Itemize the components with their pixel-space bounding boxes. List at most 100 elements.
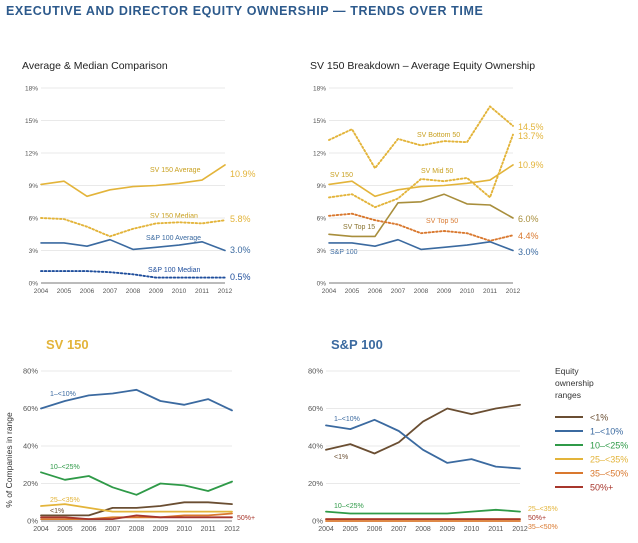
label-top50: SV Top 50 xyxy=(426,218,458,225)
label-c4-10-25: 10–<25% xyxy=(334,503,364,510)
plots: 0% 3% 6% 9% 12% 15% 18% 2004 2005 2006 2007 2008 200… xyxy=(23,86,544,534)
series-line xyxy=(328,133,514,209)
y-tick-label: 80% xyxy=(23,367,38,376)
series-line xyxy=(40,512,233,520)
label-c3-25-35: 25–<35% xyxy=(50,497,80,504)
y-tick-label: 15% xyxy=(25,118,38,125)
series-line xyxy=(40,238,226,252)
label-mid50: SV Mid 50 xyxy=(421,168,453,175)
x-tick-label: 2006 xyxy=(367,526,383,533)
label-c3-10-25: 10–<25% xyxy=(50,464,80,471)
x-tick-label: 2008 xyxy=(414,288,429,295)
y-tick-label: 3% xyxy=(317,248,327,255)
end-value-label: 3.0% xyxy=(518,247,539,257)
y-tick-label: 12% xyxy=(25,151,38,158)
x-tick-label: 2005 xyxy=(342,526,358,533)
x-tick-label: 2006 xyxy=(81,526,97,533)
end-value-label: 10.9% xyxy=(518,160,544,170)
legend-label: 25–<35% xyxy=(590,455,628,465)
series-line xyxy=(328,212,514,242)
x-tick-label: 2006 xyxy=(368,288,383,295)
x-tick-label: 2009 xyxy=(153,526,169,533)
legend-label: 35–<50% xyxy=(590,469,628,479)
label-sv150: SV 150 xyxy=(330,172,353,179)
x-tick-label: 2012 xyxy=(218,288,233,295)
x-tick-label: 2011 xyxy=(483,288,497,295)
series-line xyxy=(325,508,521,515)
y-tick-label: 3% xyxy=(29,248,39,255)
x-tick-label: 2010 xyxy=(176,526,192,533)
series-line xyxy=(40,501,233,517)
chart-3: 0% 20% 40% 60% 80% 2004 2005 2006 2007 2008 2009 20… xyxy=(23,367,240,534)
x-tick-label: 2010 xyxy=(464,526,480,533)
x-tick-label: 2011 xyxy=(201,526,216,533)
chart-1-title: Average & Median Comparison xyxy=(22,60,168,72)
x-tick-label: 2011 xyxy=(488,526,503,533)
end-value-label: 13.7% xyxy=(518,131,544,141)
x-tick-label: 2009 xyxy=(437,288,452,295)
series-line xyxy=(328,238,514,252)
y-tick-label: 20% xyxy=(23,479,38,488)
chart-2-title: SV 150 Breakdown – Average Equity Owners… xyxy=(310,60,535,72)
chart-1-labels: SV 150 Average SV 150 Median S&P 100 Ave… xyxy=(146,167,201,274)
x-tick-label: 2007 xyxy=(391,526,407,533)
legend-title-3: ranges xyxy=(555,390,581,400)
label-sv150-median: SV 150 Median xyxy=(150,213,198,220)
x-tick-label: 2010 xyxy=(460,288,475,295)
chart-2-labels: SV Bottom 50 SV 150 SV Mid 50 SV Top 15 … xyxy=(330,132,460,256)
chart-1: 0% 3% 6% 9% 12% 15% 18% 2004 2005 2006 2007 2008 200… xyxy=(25,86,256,296)
series-line xyxy=(40,164,226,198)
y-tick-label: 40% xyxy=(23,442,38,451)
page-title: EXECUTIVE AND DIRECTOR EQUITY OWNERSHIP … xyxy=(6,4,484,18)
y-tick-label: 18% xyxy=(313,86,326,93)
y-tick-label: 9% xyxy=(29,183,39,190)
series-line xyxy=(325,403,521,455)
x-tick-label: 2008 xyxy=(415,526,431,533)
label-c3-50: 50%+ xyxy=(237,515,255,522)
y-tick-label: 18% xyxy=(25,86,38,93)
chart-3-labels: 1–<10% 10–<25% 25–<35% <1% 50%+ xyxy=(50,391,255,522)
y-tick-label: 0% xyxy=(317,281,327,288)
y-tick-label: 60% xyxy=(23,404,38,413)
chart-4-title: S&P 100 xyxy=(331,337,383,352)
x-tick-label: 2012 xyxy=(512,526,528,533)
chart-4: 0% 20% 40% 60% 80% 2004 2005 2006 2007 2008 2009 20… xyxy=(308,367,528,534)
y-axis-label: % of Companies in range xyxy=(4,412,14,508)
series-line xyxy=(40,514,233,520)
y-tick-label: 9% xyxy=(317,183,327,190)
series-line xyxy=(40,217,226,238)
legend-title-2: ownership xyxy=(555,378,594,388)
label-sp100: S&P 100 xyxy=(330,249,358,256)
label-bottom50: SV Bottom 50 xyxy=(417,132,460,139)
x-tick-label: 2008 xyxy=(129,526,145,533)
x-tick-label: 2007 xyxy=(391,288,406,295)
y-tick-label: 15% xyxy=(313,118,326,125)
series-line xyxy=(40,471,233,496)
y-tick-label: 12% xyxy=(313,151,326,158)
y-tick-label: 0% xyxy=(29,281,39,288)
label-sp100-median: S&P 100 Median xyxy=(148,267,201,274)
series-line xyxy=(40,388,233,412)
legend-title-1: Equity xyxy=(555,366,579,376)
chart-4-labels: 1–<10% <1% 10–<25% 25–<35% 50%+ 35–<50% xyxy=(334,416,558,531)
y-tick-label: 0% xyxy=(27,517,38,526)
y-tick-label: 80% xyxy=(308,367,323,376)
legend-label: 1–<10% xyxy=(590,427,623,437)
chart-2: 0% 3% 6% 9% 12% 15% 18% 2004 2005 2006 2007 2008 200… xyxy=(313,86,544,296)
label-sp100-average: S&P 100 Average xyxy=(146,235,201,242)
label-sv150-average: SV 150 Average xyxy=(150,167,201,174)
x-tick-label: 2008 xyxy=(126,288,141,295)
end-value-label: 6.0% xyxy=(518,214,539,224)
label-c4-50: 50%+ xyxy=(528,515,546,522)
end-value-label: 3.0% xyxy=(230,245,251,255)
label-c4-1-10: 1–<10% xyxy=(334,416,360,423)
y-tick-label: 6% xyxy=(29,216,39,223)
x-tick-label: 2004 xyxy=(34,288,49,295)
x-tick-label: 2006 xyxy=(80,288,95,295)
x-tick-label: 2009 xyxy=(439,526,455,533)
chart-3-title: SV 150 xyxy=(46,337,89,352)
x-tick-label: 2005 xyxy=(57,288,72,295)
series-line xyxy=(40,503,233,513)
series-line xyxy=(328,105,514,170)
